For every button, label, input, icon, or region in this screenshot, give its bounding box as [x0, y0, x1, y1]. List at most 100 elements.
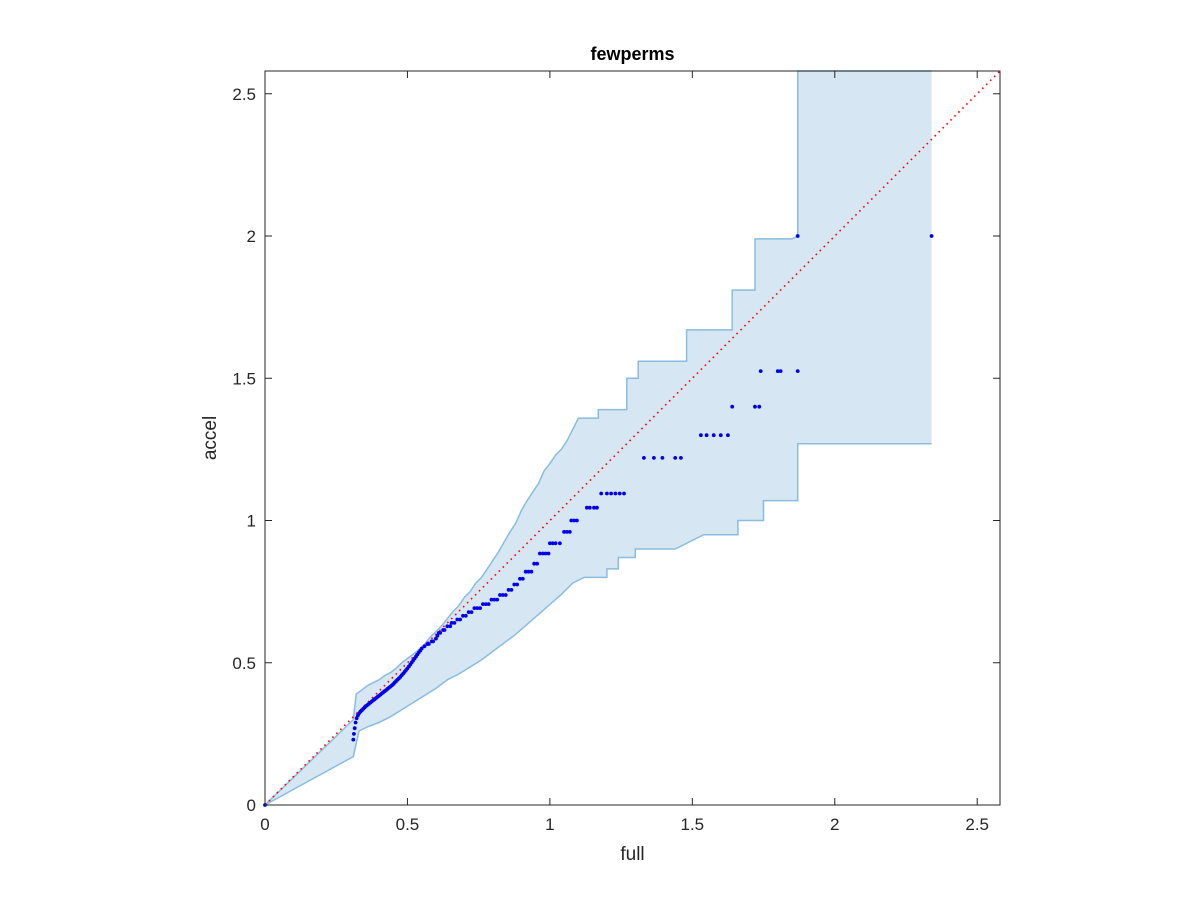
y-tick-label: 0.5: [232, 654, 256, 673]
chart-title: fewperms: [590, 44, 674, 64]
x-axis-ticks: 0 0.5 1 1.5 2 2.5: [260, 71, 989, 834]
data-point: [422, 644, 427, 649]
x-axis-label: full: [620, 844, 644, 865]
data-point: [704, 433, 709, 438]
x-tick-label: 1: [545, 815, 554, 834]
data-point: [469, 610, 474, 614]
data-point: [478, 606, 482, 610]
data-point: [757, 404, 762, 409]
y-axis-ticks: 0 0.5 1 1.5 2 2.5: [232, 85, 1000, 815]
data-point: [461, 613, 465, 618]
data-point: [483, 602, 488, 606]
data-point: [518, 576, 522, 581]
y-tick-label: 1.5: [232, 369, 256, 388]
x-tick-label: 2: [830, 815, 839, 834]
data-point: [492, 597, 497, 602]
data-point: [445, 624, 450, 629]
data-point: [426, 642, 431, 646]
data-point: [452, 621, 457, 625]
data-point: [442, 628, 447, 632]
data-point: [775, 369, 780, 373]
data-point: [489, 597, 494, 602]
data-point: [609, 491, 613, 496]
x-tick-label: 0: [260, 815, 269, 834]
data-point: [472, 606, 477, 610]
data-point: [585, 505, 589, 510]
data-point: [558, 541, 562, 546]
data-point: [595, 505, 599, 510]
data-point: [673, 456, 678, 460]
data-point: [458, 617, 462, 622]
data-point: [699, 433, 703, 438]
data-point: [520, 576, 525, 581]
data-point: [540, 551, 545, 556]
data-point: [548, 541, 552, 546]
data-point: [592, 505, 596, 510]
data-point: [351, 737, 356, 742]
band-upper-edge: [264, 70, 932, 806]
data-point: [434, 636, 438, 641]
data-point: [529, 569, 534, 574]
data-point: [617, 491, 622, 496]
data-point: [553, 541, 558, 546]
data-point: [438, 631, 443, 635]
data-point: [726, 433, 730, 438]
data-point: [679, 456, 683, 460]
data-point: [523, 569, 528, 574]
data-point: [431, 639, 435, 644]
axes-box: [264, 70, 1001, 806]
data-point: [352, 732, 356, 736]
x-tick-label: 2.5: [965, 815, 989, 834]
data-point: [486, 602, 491, 606]
data-point: [475, 606, 480, 610]
data-point: [605, 491, 609, 496]
data-point: [509, 588, 514, 592]
data-point: [498, 593, 502, 597]
data-point: [567, 530, 572, 534]
data-point: [515, 582, 519, 587]
data-point: [546, 551, 551, 556]
data-point: [512, 582, 517, 587]
data-point: [711, 433, 716, 438]
confidence-band: [264, 70, 932, 806]
y-tick-label: 2.5: [232, 85, 256, 104]
data-point: [795, 234, 800, 238]
data-point: [753, 404, 757, 409]
y-tick-label: 2: [247, 227, 256, 246]
data-point: [575, 518, 579, 523]
data-point: [613, 491, 618, 496]
data-point: [481, 602, 485, 606]
data-point: [622, 491, 626, 496]
band-lower-edge: [264, 442, 932, 806]
data-point: [532, 561, 537, 566]
data-point: [569, 518, 574, 523]
data-point: [449, 621, 454, 625]
data-point: [929, 234, 934, 238]
data-point: [572, 518, 576, 523]
x-tick-label: 0.5: [396, 815, 420, 834]
data-point: [466, 610, 471, 614]
data-point: [599, 491, 604, 496]
data-point: [419, 646, 424, 651]
data-point: [660, 456, 665, 460]
y-tick-label: 1: [247, 512, 256, 531]
data-point: [652, 456, 656, 460]
data-point: [642, 456, 646, 460]
data-point: [718, 433, 723, 438]
data-point: [353, 720, 358, 725]
data-point: [730, 404, 735, 409]
data-point: [543, 551, 548, 556]
data-point: [795, 369, 800, 373]
data-point: [538, 551, 542, 556]
data-point: [352, 726, 357, 731]
data-point: [448, 624, 453, 629]
y-axis-label: accel: [200, 416, 221, 460]
data-point: [565, 530, 569, 534]
data-points: [263, 234, 934, 807]
x-tick-label: 1.5: [681, 815, 705, 834]
data-point: [550, 541, 555, 546]
data-point: [501, 593, 505, 597]
y-tick-label: 0: [247, 796, 256, 815]
data-point: [562, 530, 566, 534]
data-point: [503, 593, 508, 597]
